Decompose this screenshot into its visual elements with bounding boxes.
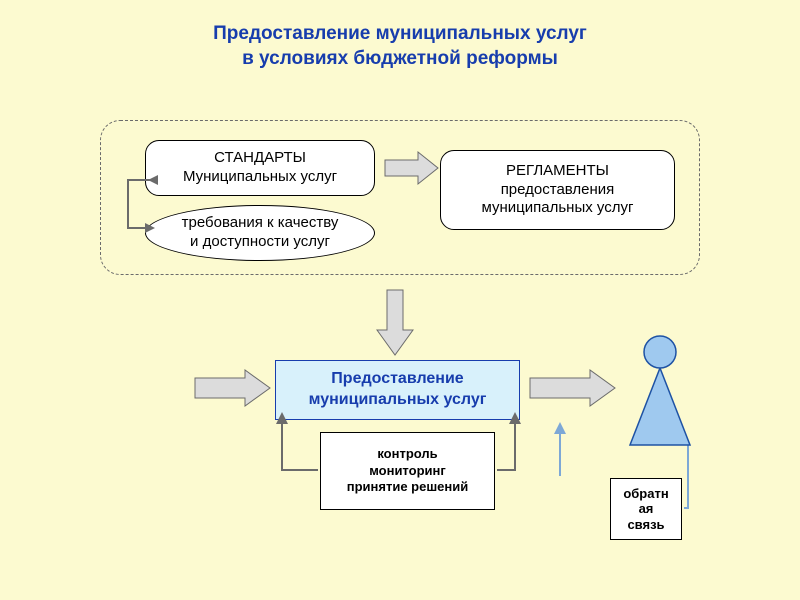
standards-line-2: Муниципальных услуг xyxy=(183,168,337,187)
node-feedback: обратн ая связь xyxy=(610,478,682,540)
arrow-provision-to-person xyxy=(530,370,615,406)
control-line-3: принятие решений xyxy=(347,479,469,496)
title-line-1: Предоставление муниципальных услуг xyxy=(0,22,800,47)
feedback-line-3: связь xyxy=(627,517,664,533)
arrow-left-into-provision xyxy=(195,370,270,406)
provision-line-1: Предоставление xyxy=(331,369,463,390)
arrow-provision-to-control-right xyxy=(497,412,521,470)
node-requirements: требования к качеству и доступности услу… xyxy=(145,205,375,261)
person-head xyxy=(644,336,676,368)
feedback-line-1: обратн xyxy=(623,486,668,502)
regulations-line-2: предоставления xyxy=(501,181,615,200)
requirements-line-2: и доступности услуг xyxy=(190,233,330,252)
node-regulations: РЕГЛАМЕНТЫ предоставления муниципальных … xyxy=(440,150,675,230)
regulations-line-1: РЕГЛАМЕНТЫ xyxy=(506,162,609,181)
requirements-line-1: требования к качеству xyxy=(182,214,339,233)
standards-line-1: СТАНДАРТЫ xyxy=(214,149,306,168)
person-body xyxy=(630,368,690,445)
node-provision: Предоставление муниципальных услуг xyxy=(275,360,520,420)
node-standards: СТАНДАРТЫ Муниципальных услуг xyxy=(145,140,375,196)
provision-line-2: муниципальных услуг xyxy=(309,390,487,411)
page-title: Предоставление муниципальных услуг в усл… xyxy=(0,22,800,71)
diagram-canvas: Предоставление муниципальных услуг в усл… xyxy=(0,0,800,600)
arrow-feedback-up xyxy=(554,422,566,476)
feedback-line-2: ая xyxy=(639,501,654,517)
arrow-down-to-provision xyxy=(377,290,413,355)
arrow-person-to-feedback xyxy=(684,440,688,508)
arrow-provision-to-control-left xyxy=(276,412,318,470)
node-control: контроль мониторинг принятие решений xyxy=(320,432,495,510)
regulations-line-3: муниципальных услуг xyxy=(482,199,634,218)
control-line-1: контроль xyxy=(377,446,437,463)
control-line-2: мониторинг xyxy=(369,463,446,480)
person-icon xyxy=(630,336,690,445)
title-line-2: в условиях бюджетной реформы xyxy=(0,47,800,72)
